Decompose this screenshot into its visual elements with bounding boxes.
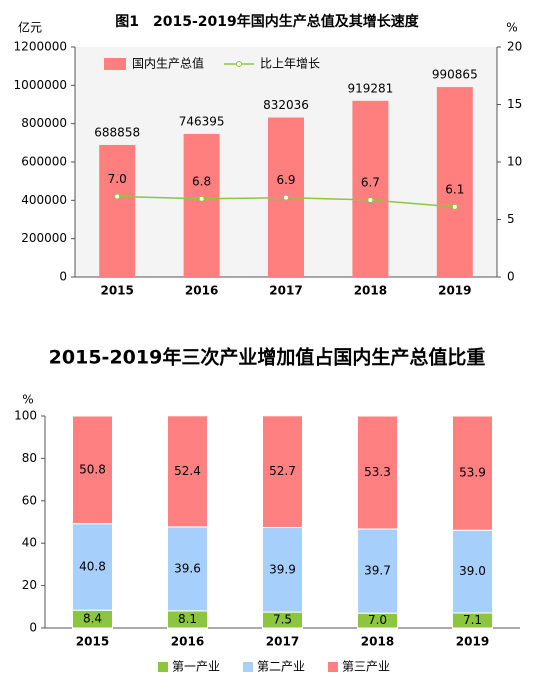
y2-axis-label: %: [506, 21, 517, 35]
bar: [436, 87, 473, 278]
data-label: 990865: [432, 68, 478, 82]
data-label: 39.6: [174, 561, 201, 575]
y-tick-label: 1200000: [14, 40, 67, 54]
y-tick-label: 100: [14, 409, 37, 423]
legend-swatch: [104, 58, 126, 70]
legend-label: 第一产业: [172, 660, 220, 674]
bar: [183, 133, 220, 277]
data-label: 39.0: [459, 564, 486, 578]
bar: [357, 415, 398, 530]
chart-title: 图1 2015-2019年国内生产总值及其增长速度: [115, 13, 419, 30]
y-tick-label: 0: [29, 621, 37, 635]
y2-tick-label: 5: [507, 212, 515, 226]
line-marker: [367, 196, 374, 203]
y-axis-label: 亿元: [18, 20, 42, 35]
line-marker: [114, 193, 121, 200]
bar: [99, 144, 136, 277]
data-label: 746395: [179, 114, 225, 128]
y-tick-label: 200000: [21, 231, 67, 245]
legend-label: 第三产业: [342, 660, 390, 674]
y-tick-label: 800000: [21, 116, 67, 130]
y-axis-label: %: [22, 393, 33, 407]
y-tick-label: 400000: [21, 193, 67, 207]
data-label: 53.9: [459, 466, 486, 480]
legend-swatch: [243, 662, 253, 672]
bar: [167, 415, 208, 528]
x-tick-label: 2017: [266, 635, 299, 649]
data-label: 8.4: [83, 612, 102, 626]
bar: [352, 100, 389, 277]
x-tick-label: 2015: [100, 284, 133, 298]
bar: [452, 529, 493, 614]
legend-label: 国内生产总值: [132, 56, 204, 71]
data-label: 39.9: [269, 562, 296, 576]
data-label: 52.4: [174, 464, 201, 478]
y-tick-label: 1000000: [14, 78, 67, 92]
data-label: 832036: [263, 98, 309, 112]
bar: [72, 523, 113, 611]
data-label: 7.1: [463, 613, 482, 627]
y2-tick-label: 15: [507, 97, 522, 111]
data-label: 919281: [347, 81, 393, 95]
data-label: 7.0: [108, 172, 127, 186]
data-label: 7.5: [273, 613, 292, 627]
chart-title: 2015-2019年三次产业增加值占国内生产总值比重: [49, 346, 486, 369]
y2-tick-label: 0: [507, 270, 515, 284]
data-label: 6.9: [276, 173, 295, 187]
legend-swatch: [328, 662, 338, 672]
y2-tick-label: 10: [507, 155, 522, 169]
x-tick-label: 2019: [438, 284, 471, 298]
x-tick-label: 2015: [76, 635, 109, 649]
legend-label: 第二产业: [257, 660, 305, 674]
data-label: 6.7: [361, 175, 380, 189]
line-marker: [451, 203, 458, 210]
x-tick-label: 2019: [456, 635, 489, 649]
x-tick-label: 2016: [185, 284, 218, 298]
y-tick-label: 600000: [21, 155, 67, 169]
bar: [262, 415, 303, 529]
data-label: 6.1: [445, 182, 464, 196]
data-label: 39.7: [364, 564, 391, 578]
data-label: 40.8: [79, 559, 106, 573]
y-tick-label: 80: [22, 451, 37, 465]
bar: [357, 528, 398, 614]
bar: [262, 527, 303, 613]
legend-swatch: [158, 662, 168, 672]
x-tick-label: 2016: [171, 635, 204, 649]
y-tick-label: 0: [59, 270, 67, 284]
line-marker: [283, 194, 289, 201]
legend-label: 比上年增长: [260, 57, 320, 71]
data-label: 6.8: [192, 174, 211, 188]
legend-marker: [236, 61, 242, 67]
bar: [452, 415, 493, 531]
data-label: 8.1: [178, 612, 197, 626]
y-tick-label: 60: [22, 493, 37, 507]
line-marker: [198, 195, 205, 202]
data-label: 52.7: [269, 464, 296, 478]
data-label: 53.3: [364, 465, 391, 479]
x-tick-label: 2018: [361, 635, 394, 649]
y-tick-label: 40: [22, 536, 37, 550]
y2-tick-label: 20: [507, 40, 522, 54]
y-tick-label: 20: [22, 578, 37, 592]
x-tick-label: 2018: [354, 284, 387, 298]
bar: [72, 415, 113, 525]
data-label: 688858: [94, 125, 140, 139]
data-label: 7.0: [368, 613, 387, 627]
data-label: 50.8: [79, 462, 106, 476]
x-tick-label: 2017: [269, 284, 302, 298]
